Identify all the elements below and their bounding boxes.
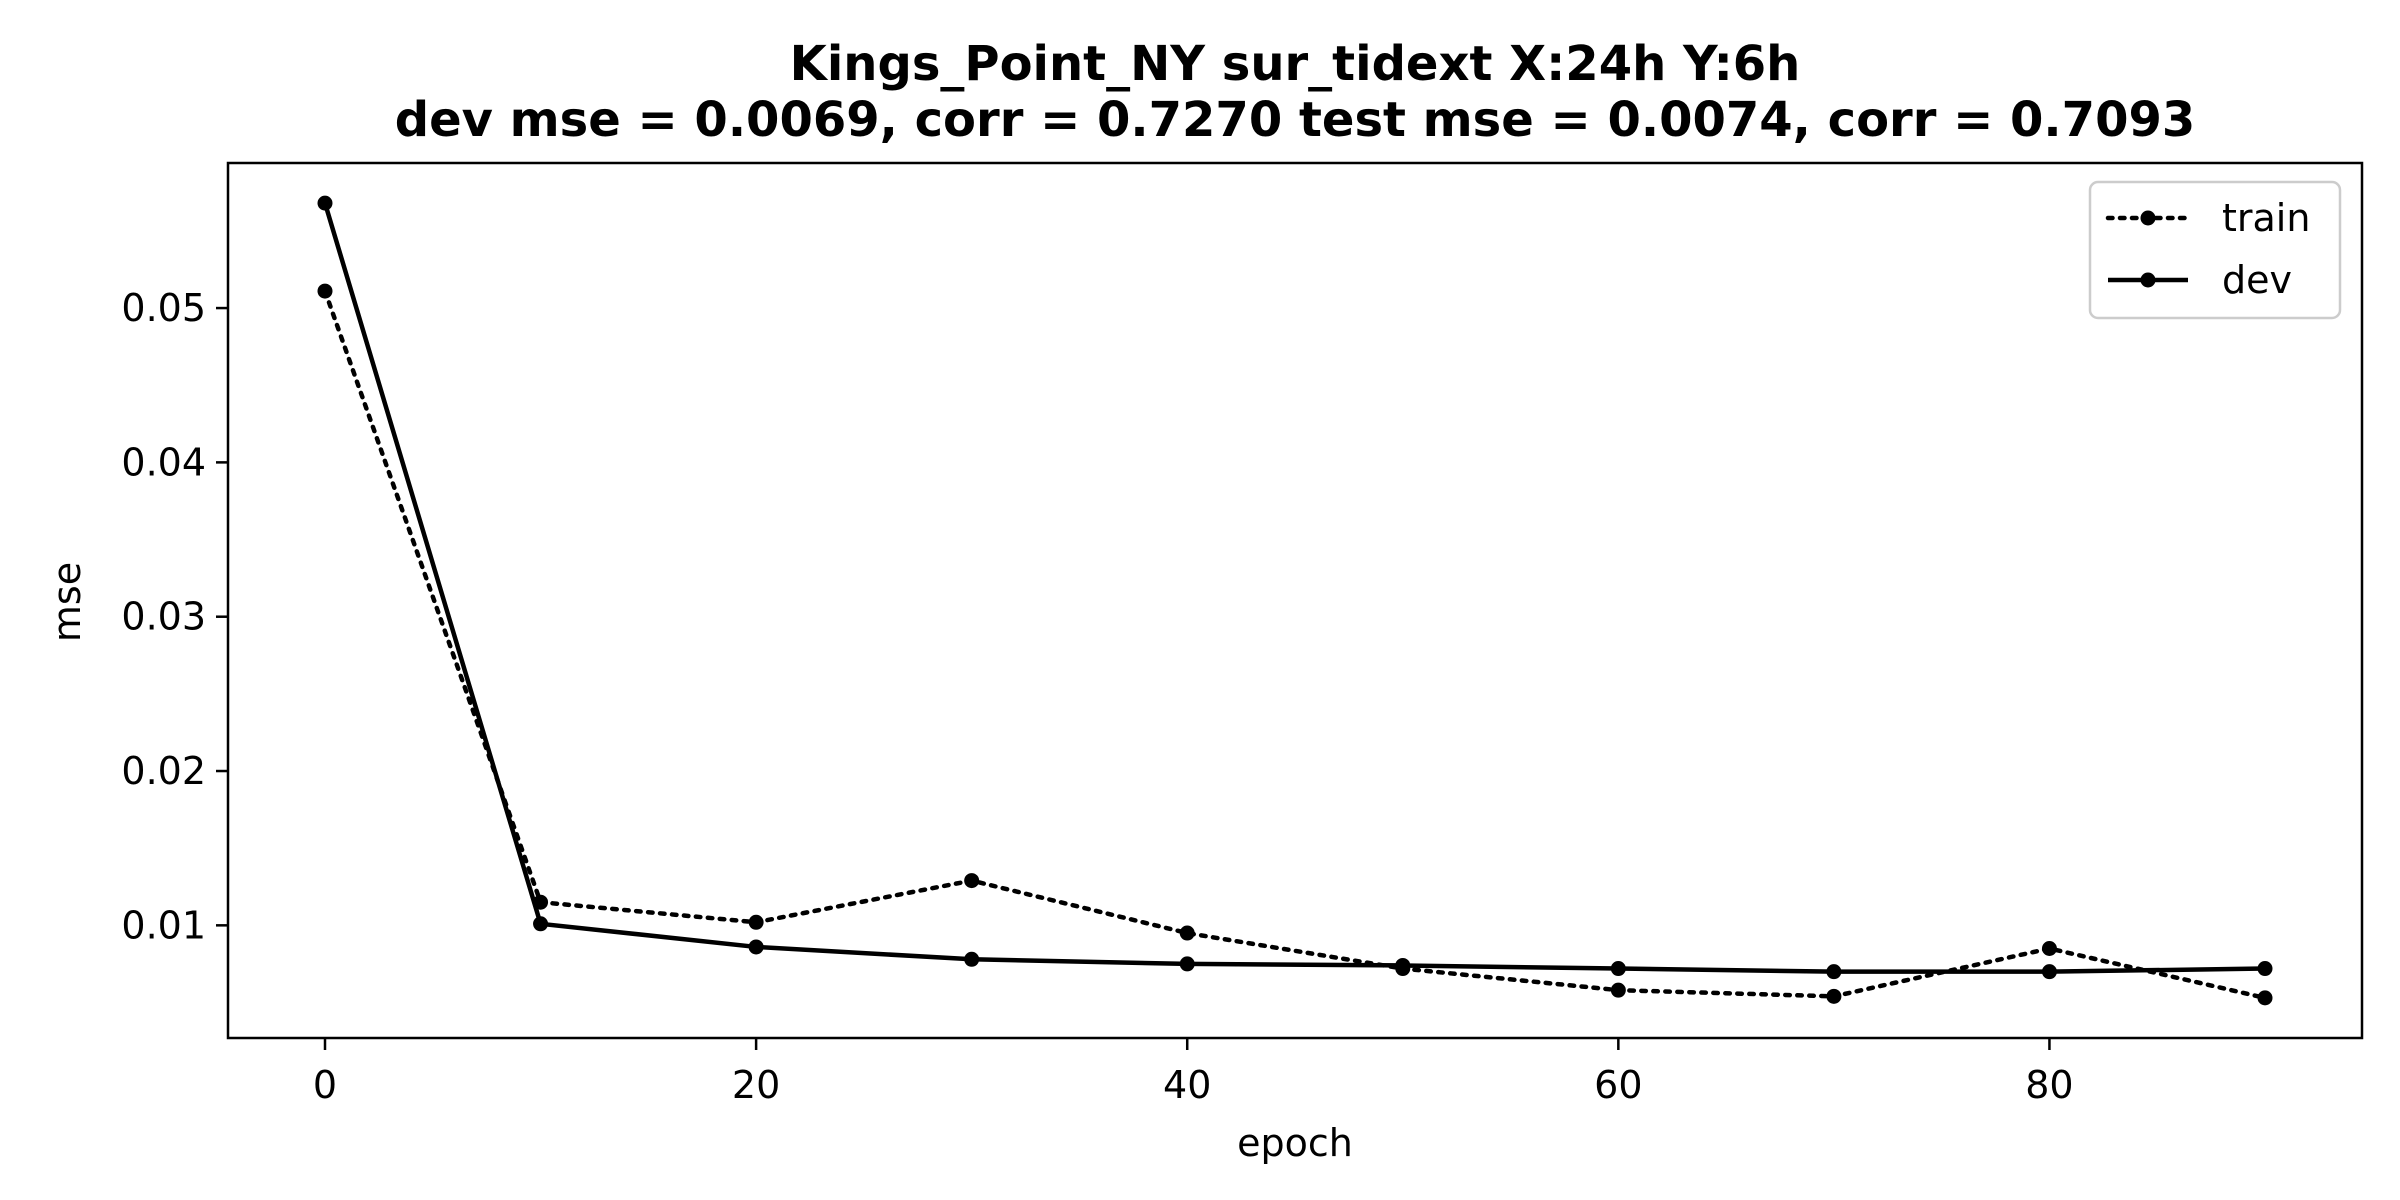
- series-line-train: [322, 288, 2268, 1001]
- x-tick-label: 60: [1594, 1063, 1642, 1107]
- x-tick-label: 0: [313, 1063, 337, 1107]
- data-point-train: [1610, 982, 1626, 998]
- data-point-train: [317, 283, 333, 299]
- x-tick-label: 40: [1163, 1063, 1211, 1107]
- legend-label-dev: dev: [2222, 258, 2292, 302]
- y-axis-ticks: 0.01 0.02 0.03 0.04 0.05: [121, 286, 228, 947]
- y-tick-label: 0.01: [121, 903, 206, 947]
- data-point-dev: [1179, 956, 1195, 972]
- chart-title: Kings_Point_NY sur_tidext X:24h Y:6h: [790, 36, 1801, 92]
- plot-frame: [226, 161, 2364, 1040]
- data-point-dev: [317, 195, 333, 211]
- data-point-dev: [2257, 961, 2273, 977]
- legend-label-train: train: [2222, 196, 2310, 240]
- data-point-dev: [533, 916, 549, 932]
- data-point-train: [748, 914, 764, 930]
- data-point-dev: [1610, 961, 1626, 977]
- plot-marks: [317, 195, 2273, 1006]
- data-point-train: [1826, 988, 1842, 1004]
- x-tick-label: 80: [2025, 1063, 2073, 1107]
- legend: train dev: [2088, 180, 2342, 320]
- data-point-train: [1179, 925, 1195, 941]
- data-point-dev: [1395, 957, 1411, 973]
- y-tick-label: 0.02: [121, 749, 206, 793]
- x-axis-ticks: 0 20 40 60 80: [313, 1038, 2074, 1107]
- data-point-dev: [964, 951, 980, 967]
- y-tick-label: 0.05: [121, 286, 206, 330]
- legend-marker-dev: [2140, 272, 2156, 288]
- series-line-dev: [322, 202, 2266, 974]
- y-tick-label: 0.04: [121, 440, 206, 484]
- x-axis-label: epoch: [1237, 1121, 1353, 1165]
- chart-subtitle: dev mse = 0.0069, corr = 0.7270 test mse…: [395, 92, 2196, 148]
- data-point-dev: [748, 939, 764, 955]
- data-point-train: [2041, 940, 2057, 956]
- data-point-dev: [2041, 964, 2057, 980]
- data-point-dev: [1826, 964, 1842, 980]
- data-point-train: [964, 873, 980, 889]
- x-tick-label: 20: [732, 1063, 780, 1107]
- y-axis-label: mse: [45, 562, 89, 642]
- y-tick-label: 0.03: [121, 595, 206, 639]
- legend-marker-train: [2140, 210, 2156, 226]
- data-point-train: [2257, 990, 2273, 1006]
